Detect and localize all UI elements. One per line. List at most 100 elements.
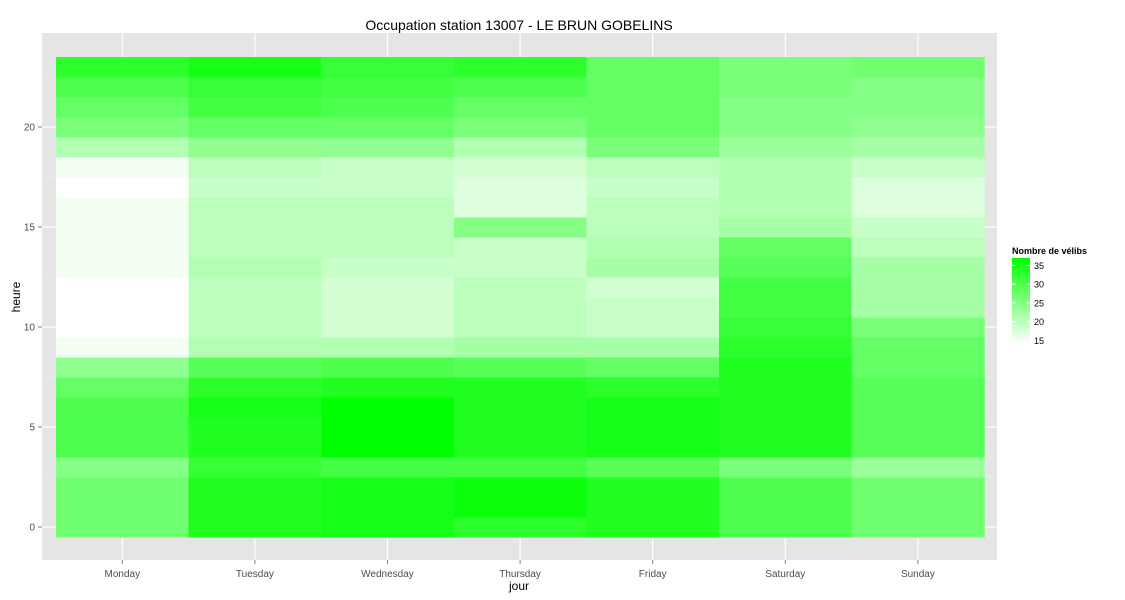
heatmap-cell	[321, 137, 455, 158]
heatmap-cell	[719, 97, 853, 118]
heatmap-cell	[321, 437, 455, 458]
heatmap-cell	[321, 417, 455, 438]
heatmap-cell	[321, 217, 455, 238]
heatmap-cell	[719, 297, 853, 318]
heatmap-cell	[321, 117, 455, 138]
heatmap-cell	[719, 117, 853, 138]
heatmap-cell	[586, 517, 720, 538]
heatmap-cell	[719, 177, 853, 198]
heatmap-cell	[321, 477, 455, 498]
heatmap-cell	[586, 217, 720, 238]
heatmap-cell	[188, 477, 322, 498]
x-tick-label: Friday	[639, 569, 667, 580]
heatmap-cell	[719, 337, 853, 358]
heatmap-cell	[56, 317, 190, 338]
heatmap-cell	[453, 357, 587, 378]
heatmap-cell	[188, 157, 322, 178]
heatmap-cell	[56, 437, 190, 458]
heatmap-cell	[851, 397, 985, 418]
heatmap-cell	[321, 337, 455, 358]
y-tick-label: 0	[29, 523, 35, 534]
heatmap-cell	[719, 237, 853, 258]
heatmap-cell	[719, 277, 853, 298]
x-tick-label: Wednesday	[361, 569, 414, 580]
heatmap-cell	[851, 277, 985, 298]
heatmap-cell	[188, 137, 322, 158]
x-tick-label: Saturday	[765, 569, 805, 580]
heatmap-cell	[188, 277, 322, 298]
heatmap-cell	[321, 197, 455, 218]
heatmap-cell	[188, 317, 322, 338]
heatmap-cell	[851, 197, 985, 218]
heatmap-cell	[851, 237, 985, 258]
x-tick-label: Thursday	[499, 569, 541, 580]
heatmap-cell	[586, 277, 720, 298]
heatmap-cell	[851, 477, 985, 498]
heatmap-cell	[586, 437, 720, 458]
heatmap-cell	[453, 337, 587, 358]
heatmap-cell	[453, 297, 587, 318]
heatmap-cell	[851, 377, 985, 398]
heatmap-cell	[56, 517, 190, 538]
heatmap-cell	[453, 117, 587, 138]
heatmap-cell	[851, 157, 985, 178]
heatmap-cell	[453, 317, 587, 338]
heatmap-cell	[321, 317, 455, 338]
heatmap-cell	[586, 417, 720, 438]
heatmap-cell	[586, 497, 720, 518]
legend-ticks: 15 20 25 30 35	[1012, 261, 1044, 346]
heatmap-cell	[56, 337, 190, 358]
x-tick-label: Monday	[105, 569, 141, 580]
y-tick-label: 15	[24, 223, 36, 234]
heatmap-cell	[321, 277, 455, 298]
heatmap-cell	[586, 137, 720, 158]
heatmap-cell	[851, 417, 985, 438]
heatmap-cell	[453, 57, 587, 78]
heatmap-cell	[453, 257, 587, 278]
heatmap-cell	[719, 157, 853, 178]
heatmap-cell	[586, 57, 720, 78]
heatmap-cell	[586, 197, 720, 218]
heatmap-cell	[56, 217, 190, 238]
heatmap-cell	[453, 97, 587, 118]
heatmap-cell	[321, 377, 455, 398]
heatmap-cell	[719, 377, 853, 398]
heatmap-cell	[56, 97, 190, 118]
heatmap-cell	[586, 457, 720, 478]
heatmap-cell	[851, 457, 985, 478]
heatmap-cell	[56, 477, 190, 498]
heatmap-cell	[453, 517, 587, 538]
heatmap-cell	[188, 397, 322, 418]
heatmap-cell	[586, 237, 720, 258]
legend-tick-label: 35	[1034, 261, 1044, 271]
heatmap-cell	[56, 137, 190, 158]
heatmap-cell	[188, 237, 322, 258]
heatmap-cell	[321, 517, 455, 538]
y-tick-label: 5	[29, 423, 35, 434]
heatmap-cell	[586, 97, 720, 118]
chart-title: Occupation station 13007 - LE BRUN GOBEL…	[365, 17, 672, 33]
heatmap-cell	[188, 117, 322, 138]
heatmap-cell	[851, 97, 985, 118]
heatmap-cell	[188, 217, 322, 238]
heatmap-cell	[719, 137, 853, 158]
heatmap-cell	[188, 177, 322, 198]
heatmap-cell	[851, 337, 985, 358]
heatmap-cell	[188, 357, 322, 378]
heatmap-cell	[851, 517, 985, 538]
heatmap-cell	[453, 417, 587, 438]
heatmap-cell	[586, 397, 720, 418]
y-tick-label: 20	[24, 123, 36, 134]
heatmap-cell	[586, 477, 720, 498]
heatmap-cell	[56, 377, 190, 398]
heatmap-cell	[586, 377, 720, 398]
heatmap-cell	[719, 477, 853, 498]
heatmap-cell	[321, 457, 455, 478]
heatmap-cell	[188, 497, 322, 518]
heatmap-cell	[719, 77, 853, 98]
heatmap-cell	[851, 297, 985, 318]
heatmap-cell	[453, 277, 587, 298]
heatmap-cell	[321, 177, 455, 198]
y-axis-title: heure	[9, 281, 23, 312]
heatmap-cell	[586, 257, 720, 278]
